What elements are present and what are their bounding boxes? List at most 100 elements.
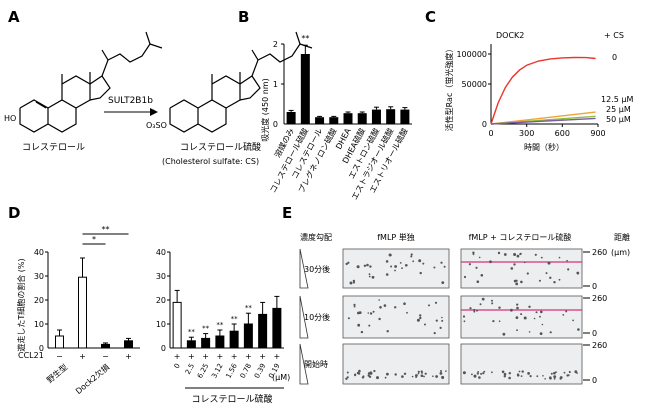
e-cell xyxy=(419,316,422,320)
e-cell xyxy=(498,306,501,309)
e-cell xyxy=(406,311,408,314)
d-left-ccl21-0: − xyxy=(56,352,63,361)
e-cell xyxy=(478,256,481,259)
e-cell xyxy=(411,375,414,378)
e-cell xyxy=(539,332,543,335)
e-cell xyxy=(440,370,442,372)
d-right-bar-1 xyxy=(186,340,196,349)
e-cell xyxy=(363,264,367,267)
e-cell xyxy=(540,256,543,259)
e-cell xyxy=(476,372,479,375)
e-cell xyxy=(492,320,495,323)
panel-label-c: C xyxy=(425,8,436,26)
panel-a: HO SULT2B1b ⊖ O₃SO コレステロール コレステロール硫酸 (Ch… xyxy=(4,31,313,166)
c-legend-1: 12.5 μM xyxy=(601,95,633,104)
e-cell xyxy=(435,375,438,378)
e-dist-260-3: 260 xyxy=(592,341,607,350)
e-cell xyxy=(475,266,478,269)
e-cell xyxy=(432,375,434,378)
d-r-ytick-4: 40 xyxy=(156,248,166,257)
e-cell xyxy=(545,272,548,275)
b-ytick-2: 2 xyxy=(273,40,278,49)
c-legend-2: 25 μM xyxy=(606,105,631,114)
e-cell xyxy=(516,374,520,377)
panel-d-chart: 遊走したT細胞の割合 (%) 0 10 20 30 40 CCL21 野生型 D… xyxy=(16,225,290,405)
e-cell xyxy=(476,280,480,284)
e-cell xyxy=(559,376,563,379)
e-cell xyxy=(477,371,480,373)
e-cell xyxy=(394,269,396,272)
e-cell xyxy=(353,281,355,284)
sulfate-group-label: O₃SO xyxy=(146,121,167,130)
panel-e: 濃度勾配 fMLP 単独 fMLP + コレステロール硫酸 距離 30分後 10… xyxy=(299,232,630,385)
b-bar-8 xyxy=(400,109,410,124)
e-cell xyxy=(424,372,427,375)
product-english-label: (Cholesterol sulfate: CS) xyxy=(162,157,259,166)
e-cell xyxy=(433,332,436,335)
e-cell xyxy=(401,375,404,378)
d-ytick-0: 0 xyxy=(39,344,44,353)
e-cell xyxy=(482,372,485,375)
e-cell xyxy=(372,310,375,313)
e-cell xyxy=(346,371,349,374)
e-cell xyxy=(376,376,379,380)
e-cell xyxy=(563,371,566,374)
d-ccl21-label: CCL21 xyxy=(18,351,44,360)
e-cell xyxy=(519,253,522,256)
e-cell xyxy=(354,374,357,376)
e-cell xyxy=(535,311,538,314)
enzyme-label: SULT2B1b xyxy=(108,96,153,106)
e-row-start: 開始時 xyxy=(304,359,328,369)
e-cell xyxy=(480,274,484,277)
d-left-sig-1: ** xyxy=(102,225,110,234)
e-cell xyxy=(503,253,507,256)
e-cell xyxy=(516,254,520,258)
d-right-xlabel: コレステロール硫酸 xyxy=(191,393,272,405)
e-dist-260-1: 260 xyxy=(592,248,607,257)
e-cell xyxy=(353,305,356,308)
d-right-conc-3: 3.12 xyxy=(210,362,224,380)
e-dist-unit: (μm) xyxy=(611,248,630,257)
e-cell xyxy=(478,376,481,379)
d-left-ccl21-1: + xyxy=(79,352,86,361)
panel-label-e: E xyxy=(282,204,292,222)
e-cell xyxy=(529,375,532,378)
d-ytick-1: 10 xyxy=(34,320,44,329)
e-cell xyxy=(558,256,561,259)
c-series-3 xyxy=(490,117,596,125)
e-cell xyxy=(403,302,406,306)
e-cell xyxy=(369,265,372,268)
e-img-fmlp-0 xyxy=(342,343,450,385)
d-right-ccl21-3: + xyxy=(217,352,224,361)
e-cell xyxy=(439,372,443,375)
d-right-bar-7 xyxy=(272,307,282,349)
d-left-ccl21-2: − xyxy=(102,352,109,361)
b-bar-6 xyxy=(371,109,381,124)
e-cell xyxy=(472,251,475,254)
c-series-0 xyxy=(490,56,596,125)
d-right-ccl21-4: + xyxy=(231,352,238,361)
panel-label-a: A xyxy=(8,8,20,26)
e-cell xyxy=(379,306,382,309)
e-cell xyxy=(405,264,408,267)
e-cell xyxy=(424,323,426,326)
b-bar-1 xyxy=(300,54,310,124)
e-cell xyxy=(368,324,371,327)
e-cell xyxy=(503,375,506,378)
d-ytick-4: 40 xyxy=(34,248,44,257)
e-dist-260-2: 260 xyxy=(592,294,607,303)
e-cell xyxy=(410,253,413,256)
b-bar-3 xyxy=(329,117,339,124)
e-cell xyxy=(367,374,370,377)
e-cell xyxy=(516,303,519,306)
e-cell xyxy=(378,317,381,321)
e-cell xyxy=(553,281,556,284)
d-right-bar-6 xyxy=(258,313,268,349)
c-ytick-0: 0 xyxy=(482,120,487,129)
e-cell xyxy=(441,316,443,319)
e-cell xyxy=(521,370,524,373)
e-cell xyxy=(345,262,348,266)
e-cell xyxy=(378,299,380,301)
e-cell xyxy=(441,281,445,284)
e-cell xyxy=(501,370,505,374)
